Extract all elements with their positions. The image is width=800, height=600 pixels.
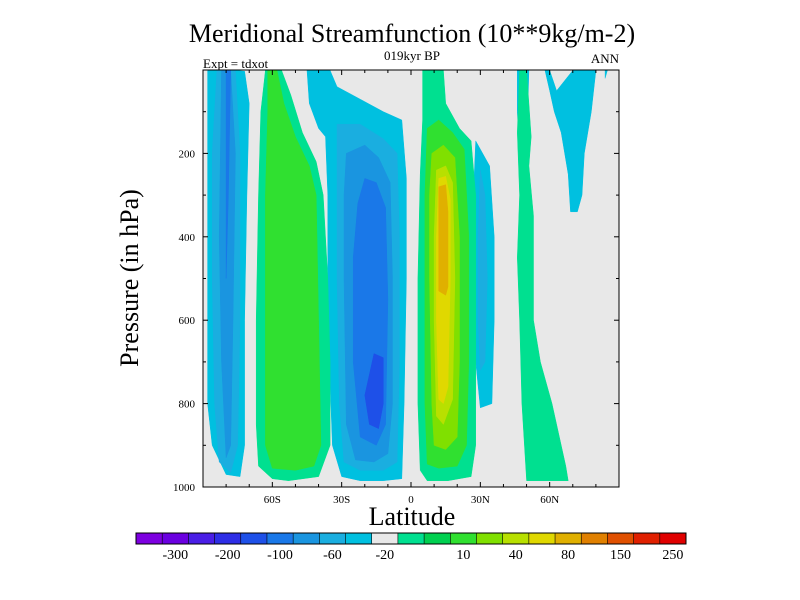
x-axis-label: Latitude [369,502,456,531]
colorbar-swatch [528,533,556,544]
colorbar-label: 250 [662,548,683,563]
colorbar-label: -20 [375,548,394,563]
colorbar-swatch [136,533,163,544]
colorbar-swatch [162,533,189,544]
y-tick-label: 400 [179,232,196,244]
contour-region [218,70,236,458]
colorbar-swatch [424,533,451,544]
colorbar-label: 40 [509,548,523,563]
x-tick-label: 30N [471,494,490,506]
colorbar-swatch [214,533,242,544]
y-tick-label: 200 [179,148,196,160]
colorbar: -300 -200 -100 -60 -20 10 40 80 150 250 [135,532,687,563]
colorbar-label: 80 [561,548,575,563]
chart-title: Meridional Streamfunction (10**9kg/m-2) [189,19,635,48]
y-axis-label: Pressure (in hPa) [115,189,144,367]
colorbar-swatch [397,533,425,544]
x-tick-label: 30S [333,494,350,506]
colorbar-label: 10 [456,548,470,563]
colorbar-label: 150 [610,548,631,563]
colorbar-swatch [345,533,373,544]
contour-region [438,184,449,296]
colorbar-label: -100 [267,548,293,563]
chart-subtitle-center: 019kyr BP [384,48,440,63]
colorbar-label: -60 [323,548,342,563]
colorbar-label: -300 [162,548,188,563]
colorbar-frame [135,532,687,545]
colorbar-swatch [502,533,530,544]
colorbar-swatch [319,533,346,544]
chart-subtitle-right: ANN [591,51,620,66]
contour-region [517,70,569,481]
colorbar-swatch [633,533,661,544]
chart-subtitle-left: Expt = tdxot [203,56,268,71]
colorbar-label: -200 [215,548,241,563]
contour-region [364,353,384,429]
y-tick-label: 800 [179,399,196,411]
x-tick-label: 60S [264,494,281,506]
contour-fields [207,70,608,481]
colorbar-swatch [371,533,399,544]
colorbar-swatch [476,533,503,544]
axis-ticks: 200 400 600 800 1000 60S 30S 0 30N 60N [173,70,619,506]
x-tick-label: 0 [408,494,414,506]
colorbar-swatch [581,533,608,544]
contour-region [544,70,597,213]
colorbar-swatch [293,533,320,544]
contour-region [477,170,488,372]
x-tick-label: 60N [540,494,559,506]
colorbar-swatch [240,533,268,544]
y-tick-label: 600 [179,315,196,327]
colorbar-swatch [188,533,215,544]
colorbar-swatch [555,533,582,544]
colorbar-swatch [659,533,687,544]
colorbar-swatch [266,533,294,544]
contour-region [225,70,231,279]
colorbar-swatch [607,533,634,544]
colorbar-swatch [450,533,477,544]
y-tick-label: 1000 [173,482,196,494]
contour-region [265,70,322,471]
